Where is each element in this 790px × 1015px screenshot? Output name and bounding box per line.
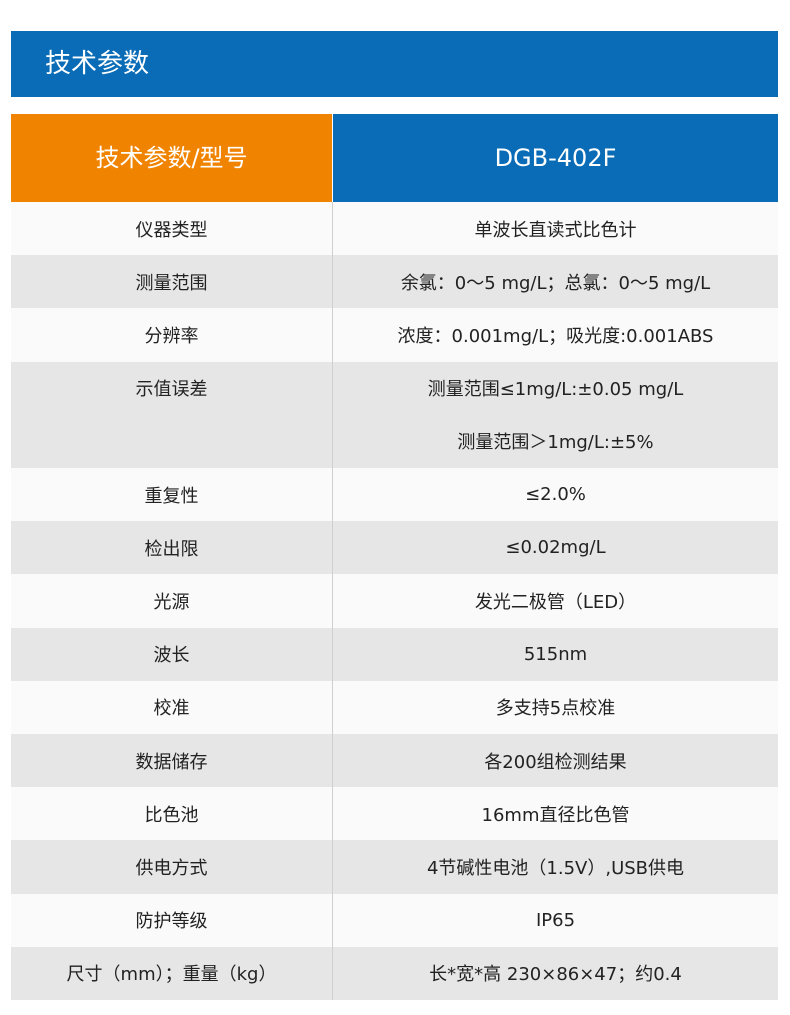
table-row: 比色池 16mm直径比色管 (11, 787, 778, 841)
value-text: 单波长直读式比色计 (474, 219, 637, 241)
param-cell: 尺寸（mm）；重量（kg） (11, 947, 332, 1000)
value-text: 余氯：0～5 mg/L；总氯：0～5 mg/L (400, 272, 711, 294)
param-cell: 重复性 (11, 468, 332, 521)
table-row: 仪器类型 单波长直读式比色计 (11, 202, 778, 256)
param-label: 光源 (153, 591, 190, 613)
param-label: 波长 (153, 645, 190, 667)
param-cell: 校准 (11, 681, 332, 734)
table-row: 校准 多支持5点校准 (11, 680, 778, 734)
table-row: 波长 515nm (11, 627, 778, 681)
divider (332, 202, 333, 1000)
param-cell: 比色池 (11, 787, 332, 840)
value-cell: 发光二极管（LED） (333, 574, 778, 627)
param-label: 检出限 (144, 538, 199, 560)
table-row: 重复性 ≤2.0% (11, 468, 778, 522)
value-cell: 各200组检测结果 (333, 734, 778, 787)
param-label: 供电方式 (135, 857, 208, 879)
param-cell: 检出限 (11, 521, 332, 574)
value-cell: 余氯：0～5 mg/L；总氯：0～5 mg/L (333, 255, 778, 308)
param-cell: 分辨率 (11, 308, 332, 361)
param-label: 分辨率 (144, 325, 199, 347)
param-cell: 测量范围 (11, 255, 332, 308)
param-cell: 供电方式 (11, 840, 332, 893)
table-row: 数据储存 各200组检测结果 (11, 734, 778, 788)
value-text: 长*宽*高 230×86×47；约0.4 (429, 964, 682, 986)
value-text: 多支持5点校准 (495, 698, 616, 720)
section-title: 技术参数 (11, 31, 778, 97)
param-cell: 仪器类型 (11, 202, 332, 255)
table-row: 测量范围 余氯：0～5 mg/L；总氯：0～5 mg/L (11, 255, 778, 309)
param-label: 测量范围 (135, 272, 208, 294)
value-cell: 4节碱性电池（1.5V）,USB供电 (333, 840, 778, 893)
param-label: 示值误差 (135, 379, 208, 401)
value-text: 4节碱性电池（1.5V）,USB供电 (426, 857, 685, 879)
param-label: 比色池 (144, 804, 199, 826)
param-label: 尺寸（mm）；重量（kg） (66, 964, 277, 986)
param-label: 数据储存 (135, 751, 208, 773)
table-row: 检出限 ≤0.02mg/L (11, 521, 778, 575)
value-text: ≤0.02mg/L (505, 537, 606, 559)
value-cell: IP65 (333, 894, 778, 947)
value-cell: ≤0.02mg/L (333, 521, 778, 574)
value-cell: 长*宽*高 230×86×47；约0.4 (333, 947, 778, 1000)
table-row: 分辨率 浓度：0.001mg/L；吸光度:0.001ABS (11, 308, 778, 362)
param-label: 防护等级 (135, 911, 208, 933)
param-cell: 波长 (11, 628, 332, 681)
param-cell: 光源 (11, 574, 332, 627)
value-text: 发光二极管（LED） (474, 591, 637, 613)
value-cell: ≤2.0% (333, 468, 778, 521)
table-row: 示值误差 测量范围≤1mg/L:±0.05 mg/L 测量范围＞1mg/L:±5% (11, 361, 778, 468)
value-text: 各200组检测结果 (484, 751, 627, 773)
value-text: 测量范围＞1mg/L:±5% (457, 432, 654, 454)
table-row: 防护等级 IP65 (11, 893, 778, 947)
param-cell: 防护等级 (11, 894, 332, 947)
value-cell: 单波长直读式比色计 (333, 202, 778, 255)
value-cell: 515nm (333, 628, 778, 681)
value-text: ≤2.0% (525, 484, 586, 506)
value-text: IP65 (535, 909, 576, 931)
table-row: 尺寸（mm）；重量（kg） 长*宽*高 230×86×47；约0.4 (11, 946, 778, 1000)
param-cell: 示值误差 (11, 362, 332, 415)
value-text: 浓度：0.001mg/L；吸光度:0.001ABS (397, 325, 714, 347)
table-row: 供电方式 4节碱性电池（1.5V）,USB供电 (11, 840, 778, 894)
param-label: 重复性 (144, 485, 199, 507)
header-cell: DGB-402F (333, 114, 778, 202)
header-cell: 技术参数/型号 (11, 114, 332, 202)
value-cell: 测量范围≤1mg/L:±0.05 mg/L 测量范围＞1mg/L:±5% (333, 362, 778, 468)
table-row: 光源 发光二极管（LED） (11, 574, 778, 628)
param-cell: 数据储存 (11, 734, 332, 787)
param-label: 仪器类型 (135, 219, 208, 241)
value-cell: 浓度：0.001mg/L；吸光度:0.001ABS (333, 308, 778, 361)
value-cell: 16mm直径比色管 (333, 787, 778, 840)
value-text: 16mm直径比色管 (481, 804, 630, 826)
param-label: 校准 (153, 698, 190, 720)
value-cell: 多支持5点校准 (333, 681, 778, 734)
value-text: 测量范围≤1mg/L:±0.05 mg/L (427, 379, 684, 401)
value-text: 515nm (523, 643, 588, 665)
